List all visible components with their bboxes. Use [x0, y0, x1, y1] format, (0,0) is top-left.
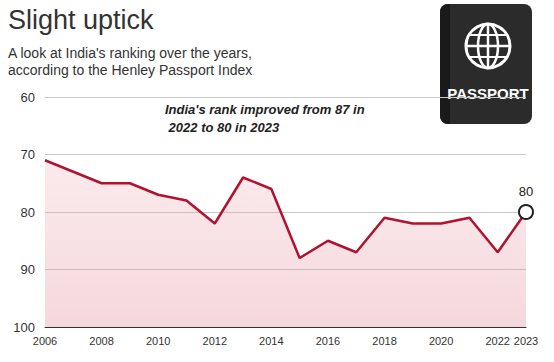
svg-text:2014: 2014 [259, 335, 283, 347]
svg-text:2022 to 80 in 2023: 2022 to 80 in 2023 [165, 120, 280, 135]
svg-text:2022: 2022 [485, 335, 509, 347]
svg-text:70: 70 [21, 147, 35, 162]
svg-text:2020: 2020 [429, 335, 453, 347]
svg-text:2010: 2010 [146, 335, 170, 347]
svg-text:2016: 2016 [316, 335, 340, 347]
svg-text:80: 80 [519, 184, 533, 199]
svg-text:80: 80 [21, 205, 35, 220]
svg-text:2006: 2006 [33, 335, 57, 347]
svg-text:2012: 2012 [203, 335, 227, 347]
svg-text:2023: 2023 [514, 335, 538, 347]
svg-text:A look at India's ranking over: A look at India's ranking over the years… [8, 45, 256, 61]
svg-text:Slight uptick: Slight uptick [8, 5, 154, 35]
svg-text:100: 100 [13, 320, 35, 335]
svg-text:60: 60 [21, 90, 35, 105]
svg-text:2018: 2018 [372, 335, 396, 347]
svg-text:according to the Henley Passpo: according to the Henley Passport Index [8, 62, 252, 78]
svg-text:PASSPORT: PASSPORT [447, 85, 528, 102]
svg-text:90: 90 [21, 262, 35, 277]
svg-text:India's rank improved from 87: India's rank improved from 87 in [165, 102, 365, 117]
svg-text:2008: 2008 [89, 335, 113, 347]
